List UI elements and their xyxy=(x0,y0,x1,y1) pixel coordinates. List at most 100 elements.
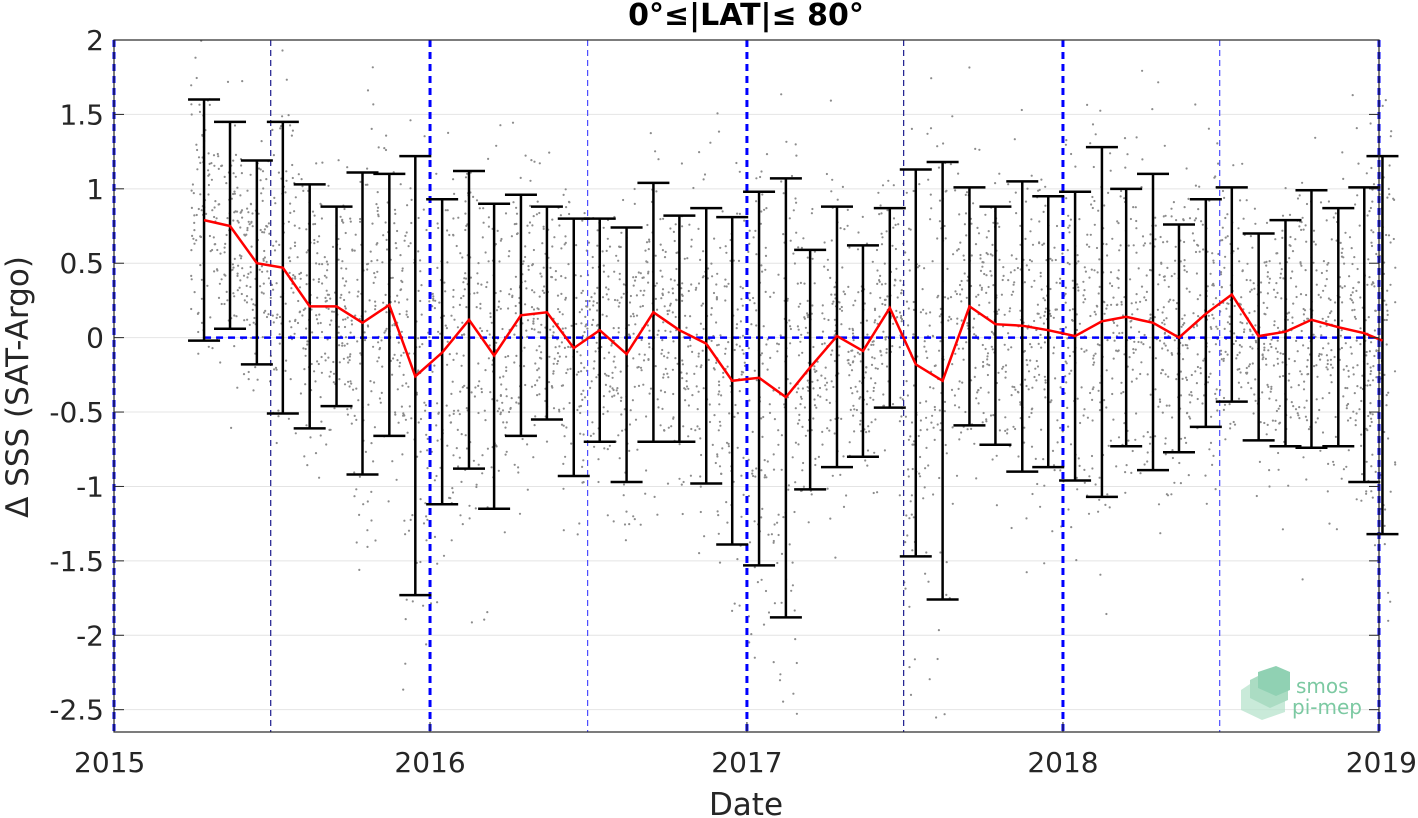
scatter-point xyxy=(663,429,666,432)
scatter-point xyxy=(603,357,606,360)
scatter-point xyxy=(934,364,937,367)
scatter-point xyxy=(1296,350,1299,353)
scatter-point xyxy=(1355,498,1358,501)
scatter-point xyxy=(629,409,632,412)
scatter-point xyxy=(1279,272,1282,275)
scatter-point xyxy=(262,282,265,285)
scatter-point xyxy=(564,235,567,238)
scatter-point xyxy=(357,399,360,402)
scatter-point xyxy=(1369,424,1372,428)
scatter-point xyxy=(752,474,755,478)
scatter-point xyxy=(402,373,405,376)
scatter-point xyxy=(452,306,455,309)
scatter-point xyxy=(1314,421,1317,424)
scatter-point xyxy=(990,274,993,277)
scatter-point xyxy=(659,424,662,427)
scatter-point xyxy=(795,231,798,234)
scatter-point xyxy=(656,398,659,401)
scatter-point xyxy=(718,420,722,423)
scatter-point xyxy=(1263,342,1266,345)
scatter-point xyxy=(716,510,719,513)
scatter-point xyxy=(606,410,609,413)
scatter-point xyxy=(602,406,605,409)
scatter-point xyxy=(396,388,399,391)
scatter-point xyxy=(552,362,555,365)
scatter-point xyxy=(239,226,242,229)
scatter-point xyxy=(1205,502,1208,505)
scatter-point xyxy=(1319,449,1322,452)
scatter-point xyxy=(739,285,742,288)
scatter-point xyxy=(402,412,405,415)
scatter-point xyxy=(753,302,756,305)
scatter-point xyxy=(263,231,266,234)
scatter-point xyxy=(591,323,594,326)
scatter-point xyxy=(620,296,623,299)
scatter-point xyxy=(407,385,410,388)
scatter-point xyxy=(717,380,721,383)
scatter-point xyxy=(1274,238,1277,241)
scatter-point xyxy=(374,276,377,279)
scatter-point xyxy=(328,428,331,431)
scatter-point xyxy=(617,326,620,330)
scatter-point xyxy=(484,251,487,254)
scatter-point xyxy=(437,226,440,230)
error-bar xyxy=(1348,186,1381,484)
scatter-point xyxy=(848,327,851,330)
scatter-point xyxy=(1014,427,1017,431)
scatter-point xyxy=(562,462,565,465)
scatter-point xyxy=(660,297,663,300)
y-tick-label: 1.5 xyxy=(59,98,104,131)
scatter-point xyxy=(291,163,294,167)
scatter-point xyxy=(219,252,222,255)
scatter-point xyxy=(1322,347,1325,350)
scatter-point xyxy=(1132,348,1135,351)
scatter-point xyxy=(606,448,609,451)
scatter-point xyxy=(252,389,255,392)
scatter-point xyxy=(465,224,468,227)
scatter-point xyxy=(1264,357,1267,360)
scatter-point xyxy=(1011,385,1014,388)
scatter-point xyxy=(1083,408,1086,411)
scatter-point xyxy=(315,318,319,321)
scatter-point xyxy=(1207,127,1210,130)
scatter-point xyxy=(874,382,877,385)
scatter-point xyxy=(824,384,827,387)
scatter-point xyxy=(1043,388,1046,391)
scatter-point xyxy=(856,248,860,251)
scatter-point xyxy=(1183,206,1186,209)
scatter-point xyxy=(528,231,531,234)
scatter-point xyxy=(1371,200,1374,203)
scatter-point xyxy=(1190,373,1193,377)
scatter-point xyxy=(789,239,792,242)
scatter-point xyxy=(865,431,868,434)
scatter-point xyxy=(420,284,423,287)
scatter-point xyxy=(680,483,683,486)
scatter-point xyxy=(405,598,408,601)
scatter-point xyxy=(666,372,669,375)
scatter-point xyxy=(1369,370,1373,373)
scatter-point xyxy=(608,390,611,393)
scatter-point xyxy=(760,210,763,213)
scatter-point xyxy=(1038,220,1041,223)
scatter-point xyxy=(1035,379,1038,382)
scatter-point xyxy=(1320,271,1323,275)
scatter-point xyxy=(811,304,814,307)
scatter-point xyxy=(1039,271,1042,274)
scatter-point xyxy=(252,321,255,324)
scatter-point xyxy=(1211,463,1214,466)
scatter-point xyxy=(490,321,493,324)
scatter-point xyxy=(1112,321,1116,324)
scatter-point xyxy=(198,110,202,113)
scatter-point xyxy=(666,309,669,312)
scatter-point xyxy=(654,365,657,368)
scatter-point xyxy=(450,392,453,395)
scatter-point xyxy=(323,274,326,277)
scatter-point xyxy=(373,381,376,384)
scatter-point xyxy=(1014,388,1017,391)
scatter-point xyxy=(636,366,639,369)
scatter-point xyxy=(939,307,942,310)
scatter-point xyxy=(938,349,941,352)
scatter-point xyxy=(348,291,351,294)
scatter-point xyxy=(1090,268,1093,271)
scatter-point xyxy=(299,392,302,395)
